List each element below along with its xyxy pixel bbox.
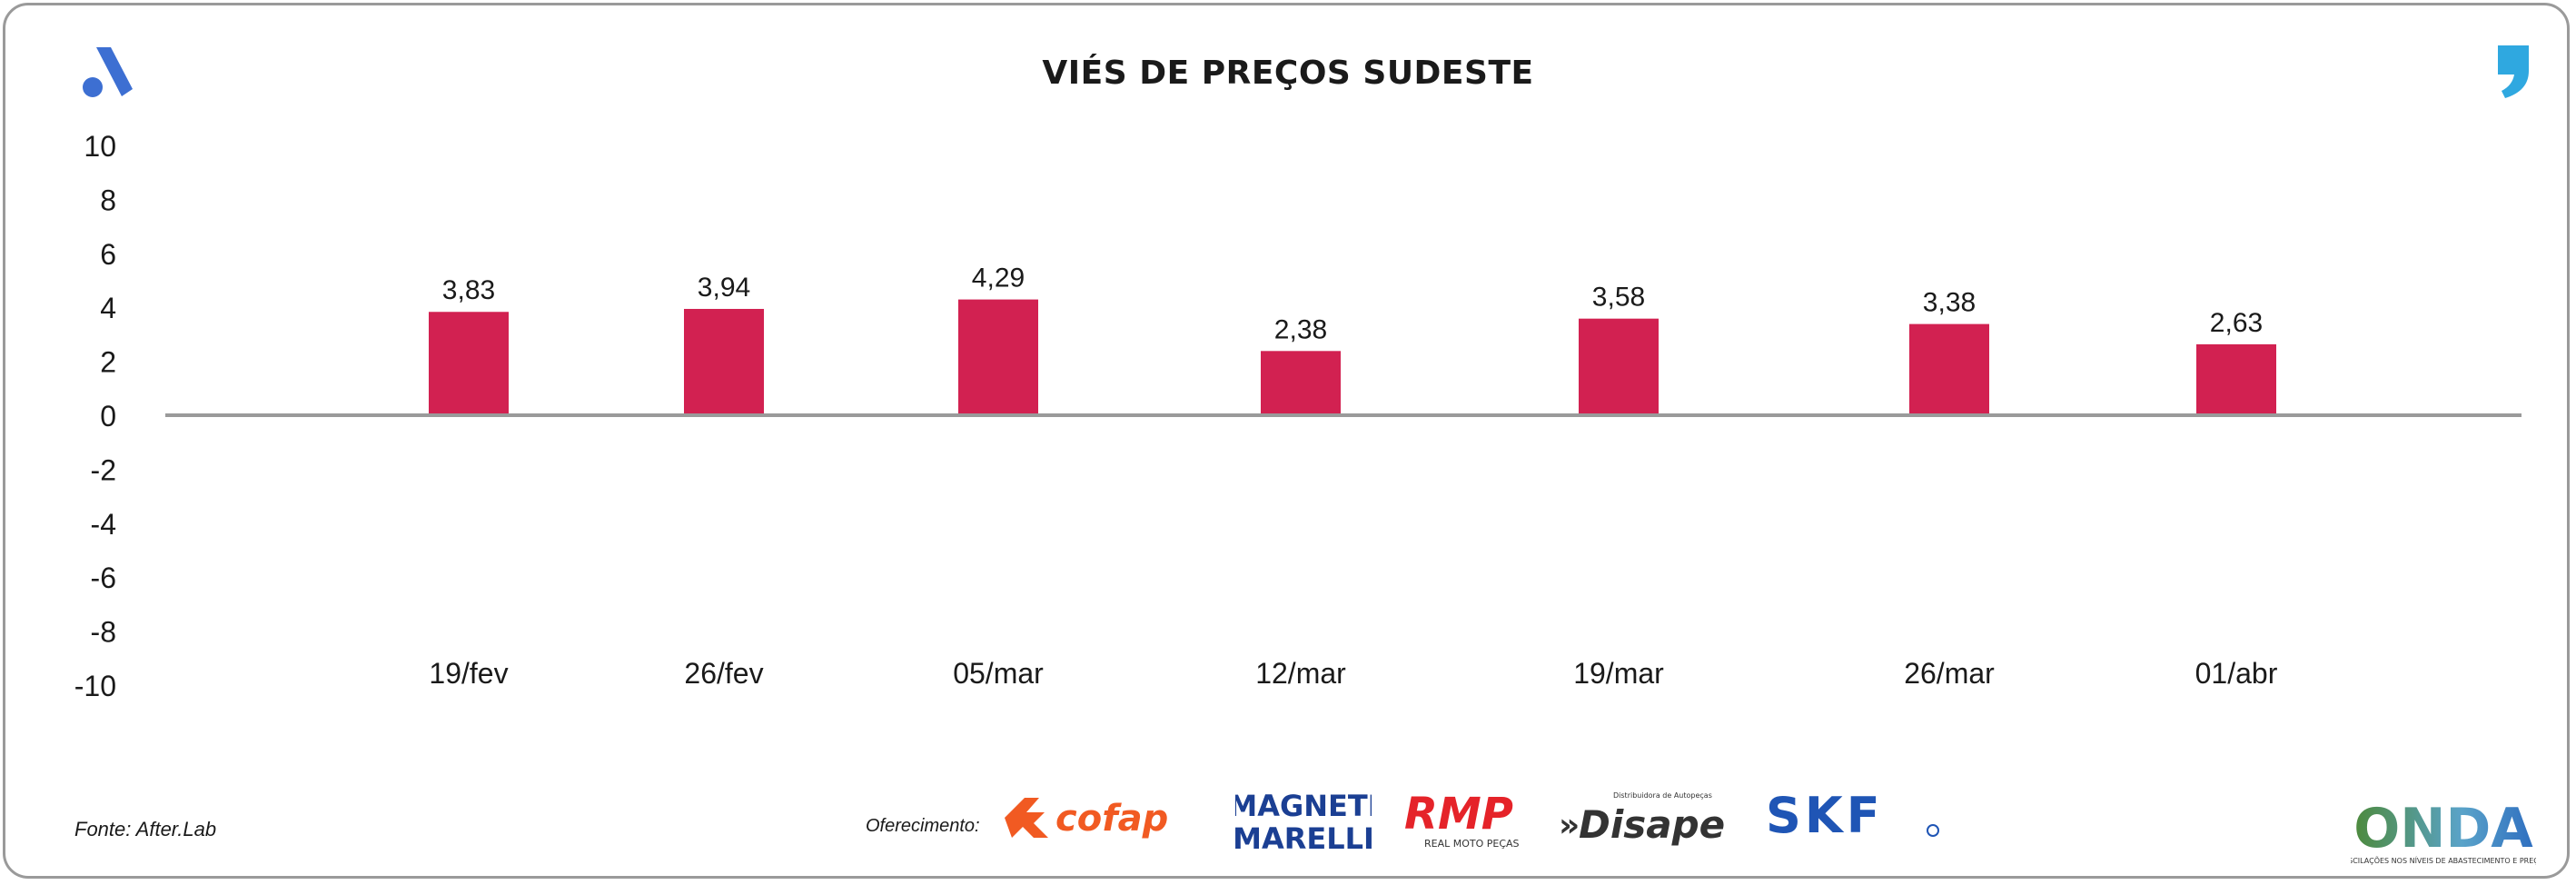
disape-logo: Distribuidora de Autopeças » Disape [1559,791,1725,847]
value-label: 3,83 [442,275,495,305]
value-label: 3,94 [698,273,750,303]
value-label: 3,38 [1923,288,1976,318]
onda-logo: ONDA OSCILAÇÕES NOS NÍVEIS DE ABASTECIME… [2351,797,2536,865]
bars [429,299,2276,415]
svg-text:»: » [1559,807,1580,844]
y-axis-ticks: 10 8 6 4 2 0 -2 -4 -6 -8 -10 [74,130,116,702]
y-tick-label: -6 [91,562,116,594]
afterlab-a-icon [83,47,133,97]
chart-title: VIÉS DE PREÇOS SUDESTE [1042,55,1534,92]
x-tick-label: 05/mar [953,657,1044,690]
rmp-subtitle: REAL MOTO PEÇAS [1424,838,1520,850]
bar-12-mar [1261,351,1341,415]
skf-logo: SKF [1766,791,1939,838]
marelli-text: MARELLI [1235,821,1372,852]
y-tick-label: 4 [100,292,116,324]
value-label: 3,58 [1592,283,1645,313]
x-tick-label: 12/mar [1255,657,1346,690]
value-labels: 3,83 3,94 4,29 2,38 3,58 3,38 2,63 [442,264,2263,345]
value-label: 2,38 [1274,314,1327,344]
y-tick-label: 2 [100,346,116,379]
disape-subtitle: Distribuidora de Autopeças [1613,791,1712,800]
bar-26-mar [1909,323,1989,415]
y-tick-label: -2 [91,453,116,486]
value-label: 2,63 [2210,308,2263,338]
y-tick-label: -4 [91,508,116,541]
card-frame [3,3,2570,879]
onda-text: ONDA [2353,797,2533,860]
cofap-logo: cofap [1005,798,1168,840]
x-tick-label: 01/abr [2195,657,2278,690]
rmp-logo: RMP REAL MOTO PEÇAS [1404,789,1520,850]
cofap-text: cofap [1055,798,1168,840]
x-tick-label: 19/fev [429,657,508,690]
y-tick-label: 10 [84,130,116,163]
value-label: 4,29 [972,264,1025,293]
bar-19-mar [1579,318,1659,415]
x-tick-label: 26/fev [684,657,763,690]
bar-26-fev [684,308,764,415]
x-tick-label: 26/mar [1904,657,1995,690]
y-tick-label: 6 [100,238,116,271]
x-tick-label: 19/mar [1573,657,1664,690]
source-note: Fonte: After.Lab [74,818,217,840]
bar-05-mar [958,299,1038,415]
magneti-marelli-logo: MAGNETI MARELLI [1235,789,1372,852]
onda-subtitle: OSCILAÇÕES NOS NÍVEIS DE ABASTECIMENTO E… [2351,855,2536,865]
sponsor-label: Oferecimento: [866,816,980,836]
rmp-text: RMP [1404,789,1513,840]
disape-text: Disape [1579,802,1725,847]
skf-text: SKF [1766,791,1884,838]
bar-19-fev [429,312,509,415]
y-tick-label: 0 [100,400,116,433]
y-tick-label: -10 [74,670,116,702]
y-tick-label: 8 [100,184,116,216]
x-axis-labels: 19/fev 26/fev 05/mar 12/mar 19/mar 26/mar 01/a… [429,657,2277,690]
quote-mark-icon [2498,45,2529,98]
magneti-text: MAGNETI [1235,789,1372,823]
bar-01-abr [2196,343,2276,415]
y-tick-label: -8 [91,616,116,649]
